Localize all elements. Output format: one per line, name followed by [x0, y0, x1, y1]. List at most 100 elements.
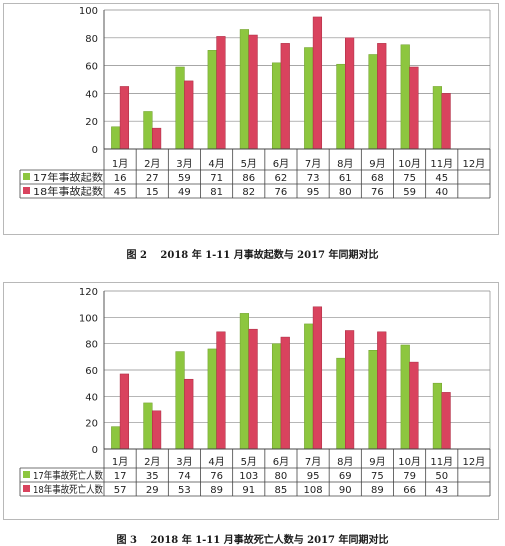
category-label: 2月	[144, 456, 160, 468]
data-label: 91	[242, 485, 255, 496]
category-label: 9月	[369, 158, 385, 170]
bar-series-2017	[400, 44, 410, 150]
data-label: 73	[307, 173, 320, 184]
data-label: 17	[114, 471, 127, 482]
y-tick-label: 0	[92, 445, 98, 456]
data-label: 62	[275, 173, 288, 184]
bar-series-2018	[119, 373, 130, 450]
bar-series-2017	[271, 62, 282, 150]
bar-series-2017	[432, 382, 443, 450]
category-label: 1月	[112, 456, 128, 468]
bar-series-2018	[248, 34, 258, 150]
bar-series-2017	[368, 54, 378, 150]
y-tick-label: 40	[85, 392, 98, 403]
bar-series-2018	[345, 330, 355, 450]
figure-caption: 图 3 2018 年 1-11 月事故死亡人数与 2017 年同期对比	[116, 535, 389, 546]
bar-series-2018	[184, 378, 194, 450]
category-label: 2月	[144, 158, 160, 170]
data-label: 76	[371, 187, 384, 198]
data-label: 79	[403, 471, 416, 482]
bar-series-2018	[409, 66, 419, 150]
data-label: 59	[403, 187, 416, 198]
bar-series-2018	[377, 43, 387, 150]
bar-series-2018	[312, 16, 323, 150]
bar-series-2017	[111, 426, 121, 450]
y-tick-label: 20	[85, 419, 98, 430]
data-label: 45	[114, 187, 127, 198]
data-label: 75	[371, 471, 384, 482]
bar-series-2018	[280, 336, 290, 450]
data-label: 95	[307, 471, 320, 482]
data-label: 16	[114, 173, 127, 184]
bar-series-2017	[207, 348, 217, 450]
bar-series-2017	[143, 402, 153, 450]
data-label: 71	[210, 173, 223, 184]
data-label: 75	[403, 173, 416, 184]
category-label: 7月	[305, 158, 321, 170]
category-label: 6月	[273, 158, 289, 170]
bar-series-2017	[207, 50, 217, 150]
category-label: 11月	[430, 456, 453, 468]
data-label: 29	[146, 485, 159, 496]
bar-series-2017	[400, 344, 410, 450]
data-label: 80	[275, 471, 288, 482]
data-label: 35	[146, 471, 159, 482]
category-label: 11月	[430, 158, 453, 170]
category-label: 7月	[305, 456, 321, 468]
data-label: 89	[371, 485, 384, 496]
data-label: 86	[242, 173, 255, 184]
bar-series-2018	[312, 306, 323, 450]
legend-key	[23, 187, 30, 194]
category-label: 9月	[369, 456, 385, 468]
y-tick-label: 0	[92, 145, 98, 156]
category-label: 10月	[398, 158, 421, 170]
data-label: 103	[239, 471, 258, 482]
bar-series-2017	[304, 47, 314, 150]
series-name: 17年事故死亡人数	[33, 469, 103, 482]
legend-key	[23, 485, 30, 492]
y-tick-label: 60	[85, 62, 98, 73]
data-label: 49	[178, 187, 191, 198]
series-name: 17年事故起数	[33, 171, 103, 184]
y-tick-label: 20	[85, 117, 98, 128]
legend-key	[23, 173, 30, 180]
bar-series-2018	[441, 392, 451, 450]
bar-series-2018	[345, 37, 355, 150]
category-label: 6月	[273, 456, 289, 468]
bar-series-2018	[216, 331, 226, 450]
y-tick-label: 100	[79, 313, 98, 324]
data-label: 76	[275, 187, 288, 198]
category-label: 3月	[176, 158, 192, 170]
figure-caption: 图 2 2018 年 1-11 月事故起数与 2017 年同期对比	[126, 250, 379, 261]
data-label: 76	[210, 471, 223, 482]
data-label: 27	[146, 173, 159, 184]
bar-series-2018	[377, 331, 387, 450]
bar-series-2017	[239, 29, 250, 150]
category-label: 8月	[337, 158, 353, 170]
data-label: 50	[435, 471, 448, 482]
bar-series-2017	[304, 323, 314, 450]
bar-series-2017	[143, 111, 153, 150]
data-label: 82	[242, 187, 255, 198]
data-label: 90	[339, 485, 352, 496]
data-label: 108	[304, 485, 323, 496]
bar-series-2017	[175, 351, 185, 450]
category-label: 1月	[112, 158, 128, 170]
data-label: 15	[146, 187, 159, 198]
bar-series-2018	[152, 127, 162, 150]
category-label: 12月	[463, 456, 486, 468]
data-label: 40	[435, 187, 448, 198]
bar-series-2017	[368, 350, 378, 450]
y-tick-label: 80	[85, 34, 98, 45]
data-label: 68	[371, 173, 384, 184]
bar-series-2017	[336, 357, 346, 450]
bar-series-2018	[216, 36, 226, 150]
series-name: 18年事故死亡人数	[33, 483, 103, 496]
category-label: 12月	[463, 158, 486, 170]
bar-series-2018	[152, 410, 162, 450]
bar-series-2018	[441, 93, 451, 150]
bar-series-2018	[280, 43, 290, 150]
data-label: 95	[307, 187, 320, 198]
bar-series-2017	[336, 63, 346, 150]
